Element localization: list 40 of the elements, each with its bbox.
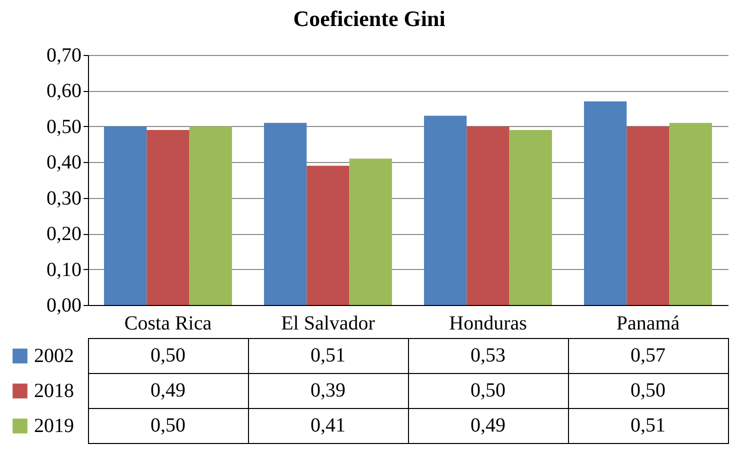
bar bbox=[584, 101, 627, 305]
data-label: 0,49 bbox=[150, 380, 186, 402]
y-tick-label: 0,20 bbox=[46, 223, 82, 246]
legend-label: 2002 bbox=[34, 345, 74, 367]
data-label: 0,50 bbox=[470, 380, 506, 402]
bar bbox=[509, 130, 552, 305]
x-tick-label: Panamá bbox=[616, 312, 680, 334]
bar bbox=[424, 116, 467, 305]
data-label: 0,57 bbox=[630, 344, 666, 366]
y-tick-label: 0,00 bbox=[46, 294, 82, 316]
bar bbox=[466, 126, 510, 305]
chart-title: Coeficiente Gini bbox=[293, 6, 446, 31]
y-tick-label: 0,30 bbox=[46, 187, 82, 210]
legend-label: 2018 bbox=[34, 380, 74, 402]
bar bbox=[626, 126, 670, 305]
bar bbox=[349, 158, 392, 305]
data-label: 0,50 bbox=[150, 344, 186, 366]
bar bbox=[146, 130, 190, 305]
legend-label: 2019 bbox=[34, 415, 74, 437]
bar bbox=[669, 122, 712, 305]
y-tick-label: 0,60 bbox=[46, 80, 82, 102]
data-label: 0,51 bbox=[310, 344, 346, 366]
data-label: 0,50 bbox=[630, 380, 666, 402]
y-tick-label: 0,10 bbox=[46, 258, 82, 281]
x-tick-label: Honduras bbox=[449, 312, 528, 334]
bar bbox=[306, 166, 350, 305]
data-label: 0,53 bbox=[470, 344, 506, 366]
x-tick-label: Costa Rica bbox=[124, 312, 212, 334]
data-label: 0,39 bbox=[310, 380, 346, 402]
data-label: 0,49 bbox=[470, 414, 506, 436]
bar bbox=[104, 126, 147, 305]
bar bbox=[264, 122, 307, 305]
x-tick-label: El Salvador bbox=[281, 312, 376, 334]
data-label: 0,50 bbox=[150, 414, 186, 436]
y-tick-label: 0,50 bbox=[46, 116, 82, 138]
bar bbox=[189, 126, 232, 305]
y-tick-label: 0,70 bbox=[46, 44, 82, 66]
y-tick-label: 0,40 bbox=[46, 152, 82, 174]
data-label: 0,41 bbox=[310, 414, 346, 436]
data-label: 0,51 bbox=[630, 414, 666, 436]
